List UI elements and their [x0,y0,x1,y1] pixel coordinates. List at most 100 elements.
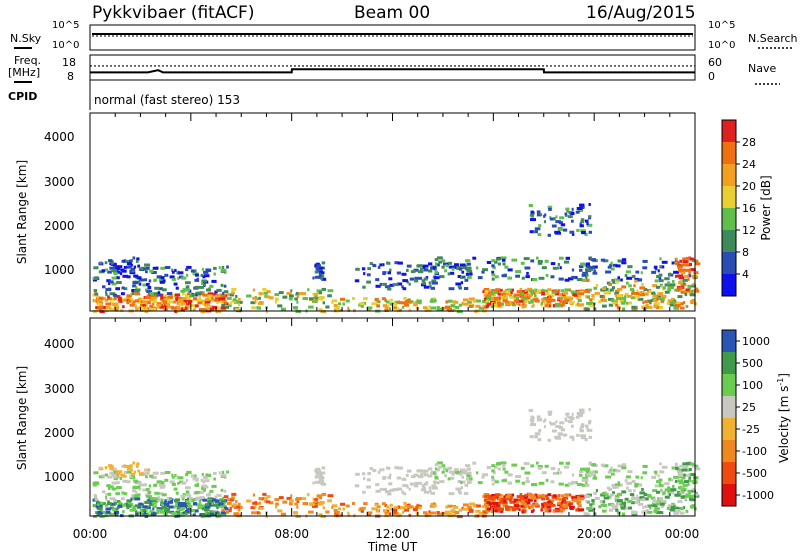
velocity-cell [521,510,525,514]
velocity-cell [294,511,299,515]
power-cell [554,292,560,296]
power-cell [387,261,391,265]
power-cell [218,266,221,270]
velocity-cell [366,478,371,482]
velocity-cell [520,466,525,470]
power-cell [483,288,490,291]
power-cell [592,271,598,275]
power-cell [408,308,411,312]
velocity-cell [132,489,137,493]
power-cell [600,258,606,262]
power-cell [397,300,401,304]
velocity-cell [659,470,663,474]
velocity-cell [97,503,100,507]
power-cell [147,308,151,312]
power-cell [138,278,144,282]
power-cell [547,205,553,209]
velocity-cell [550,502,554,506]
colorbar-cell [722,142,736,164]
power-cell [202,275,206,279]
power-cell [644,300,649,304]
power-cell [206,288,211,292]
velocity-cell [621,490,627,494]
power-cell [642,301,645,305]
power-cell [382,271,387,275]
power-cell [194,285,200,289]
velocity-cell [571,412,574,416]
power-cell [150,293,155,297]
power-cell [143,306,147,310]
power-cell [551,224,557,228]
velocity-cell [139,513,143,517]
velocity-cell [616,501,621,505]
velocity-cell [441,470,445,474]
velocity-cell [156,498,161,502]
power-cell [548,294,555,298]
power-cell [584,233,588,237]
velocity-cell [93,471,99,475]
velocity-cell [321,492,327,496]
power-cell [448,261,453,265]
power-cell [445,305,451,309]
power-cell [486,261,492,264]
power-cell [216,301,219,304]
power-cell [469,270,473,273]
power-cell [136,257,140,261]
velocity-cell [436,511,440,514]
velocity-cell [507,473,513,477]
velocity-cell [140,503,144,507]
velocity-cell [580,467,586,471]
velocity-cell [258,497,263,501]
power-cell [607,265,612,269]
power-cell [180,308,186,312]
velocity-cell [116,475,121,479]
power-cell [497,262,501,266]
xtick-20: 20:00 [577,527,612,541]
power-cell [169,275,175,279]
power-cell [476,299,481,303]
power-cell [555,220,561,224]
velocity-cell [581,478,587,482]
power-cell [94,276,99,280]
power-cell [145,288,151,292]
power-cell [382,263,385,267]
velocity-cell [584,424,589,428]
power-cell [331,300,334,304]
velocity-cell [202,498,209,502]
power-cell [675,304,681,307]
velocity-cell [614,499,618,503]
velocity-cell [314,475,319,479]
power-cell [263,291,269,295]
power-cell [144,263,148,267]
velocity-cell [231,496,235,500]
power-cell [254,300,257,304]
power-cell [413,303,418,307]
power-cell [534,227,541,231]
power-cell [111,276,117,280]
velocity-cell [136,481,142,485]
velocity-cell [545,478,549,482]
power-cell [491,277,495,281]
power-cell [105,291,108,295]
power-cell [231,287,237,291]
power-cell [477,276,483,280]
power-cell [121,286,125,290]
velocity-cell [180,513,186,517]
velocity-cell [203,488,206,492]
velocity-cell [687,482,690,486]
colorbar-tick-label: 12 [742,224,756,237]
xtick-08: 08:00 [274,527,309,541]
power-cell [211,279,217,283]
velocity-cell [116,486,122,489]
velocity-cell [648,494,652,498]
velocity-cell [109,512,112,516]
velocity-cell [199,496,205,500]
velocity-cell [221,513,227,517]
velocity-cell [107,492,112,496]
power-cell [158,293,164,297]
velocity-cell [624,479,628,483]
power-cell [550,297,554,301]
velocity-cell [113,477,118,481]
power-cell [447,299,453,303]
